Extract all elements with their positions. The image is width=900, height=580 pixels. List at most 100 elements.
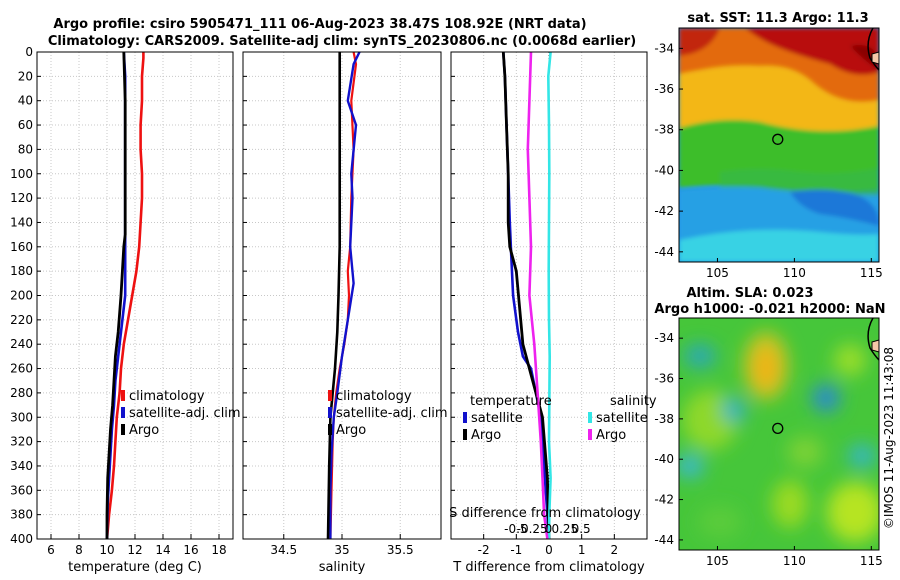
temperature-xtick-label: 6 [47, 543, 55, 557]
salinity-series-argo [326, 52, 342, 540]
temp-legend-swatch [121, 390, 125, 401]
temperature-xtick-label: 18 [211, 543, 226, 557]
diff-legend-label: Argo [471, 428, 501, 443]
depth-tick-label: 120 [10, 191, 33, 205]
depth-tick-label: 0 [25, 45, 33, 59]
diff-top-xlabel: S difference from climatology [449, 506, 641, 521]
depth-tick-label: 20 [18, 69, 33, 83]
depth-tick-label: 160 [10, 240, 33, 254]
sst-map-xtick-label: 110 [783, 266, 806, 280]
sla-map-xtick-label: 105 [706, 554, 729, 568]
sst-map-title: sat. SST: 11.3 Argo: 11.3 [687, 11, 868, 26]
sal-legend-swatch [328, 390, 332, 401]
temp-legend-label: satellite-adj. clim [129, 406, 241, 421]
difference-series-s-satellite [546, 51, 552, 540]
diff-top-xtick-label: -0.25 [517, 522, 548, 536]
sst-map-ytick-label: -44 [654, 245, 674, 259]
difference-xlabel: T difference from climatology [452, 560, 645, 575]
sla-map-xtick-label: 110 [783, 554, 806, 568]
depth-tick-label: 360 [10, 483, 33, 497]
sla-map-ytick-label: -40 [654, 452, 674, 466]
sst-map-axes: 105 110 115 -34 -36 -38 -40 -42 -44 [654, 41, 882, 280]
diff-top-xtick-label: -0.5 [504, 522, 527, 536]
diff-legend-label: satellite [596, 411, 648, 426]
diff-legend-title-salinity: salinity [610, 394, 657, 409]
diff-legend-swatch [463, 412, 467, 423]
temperature-xtick-label: 8 [75, 543, 83, 557]
diff-top-xtick-label: 0 [545, 522, 553, 536]
diff-legend-label: satellite [471, 411, 523, 426]
sst-map-image [679, 28, 879, 262]
sst-map-ytick-label: -34 [654, 41, 674, 55]
difference-xtick-label: -2 [478, 543, 490, 557]
diff-legend-swatch [588, 412, 592, 423]
depth-tick-label: 400 [10, 532, 33, 546]
depth-tick-label: 200 [10, 289, 33, 303]
sal-legend-swatch [328, 407, 332, 418]
depth-tick-label: 260 [10, 362, 33, 376]
title-line-1: Argo profile: csiro 5905471_111 06-Aug-2… [53, 17, 586, 32]
sla-map-title-2: Argo h1000: -0.021 h2000: NaN [654, 302, 885, 317]
diff-top-xtick-label: 0.5 [572, 522, 591, 536]
depth-tick-label: 320 [10, 435, 33, 449]
sal-legend-label: climatology [336, 389, 412, 404]
sst-map-ytick-label: -36 [654, 82, 674, 96]
temp-legend-swatch [121, 424, 125, 435]
sst-map-ytick-label: -42 [654, 204, 674, 218]
sst-map-xtick-label: 115 [860, 266, 883, 280]
depth-tick-label: 280 [10, 386, 33, 400]
salinity-xtick-label: 34.5 [270, 543, 297, 557]
salinity-xtick-label: 35.5 [387, 543, 414, 557]
salinity-xlabel: salinity [319, 560, 366, 575]
temperature-frame [36, 51, 234, 540]
depth-tick-label: 140 [10, 215, 33, 229]
sla-map-ytick-label: -38 [654, 412, 674, 426]
temperature-xtick-label: 16 [183, 543, 198, 557]
sst-map-ytick-label: -40 [654, 163, 674, 177]
depth-tick-label: 80 [18, 142, 33, 156]
diff-top-xtick-label: 0.25 [551, 522, 578, 536]
diff-legend-title-temperature: temperature [470, 394, 552, 409]
temperature-xtick-label: 14 [155, 543, 170, 557]
depth-tick-label: 240 [10, 337, 33, 351]
depth-tick-label: 380 [10, 508, 33, 522]
depth-tick-label: 220 [10, 313, 33, 327]
difference-series-t-argo [501, 51, 551, 540]
diff-legend-label: Argo [596, 428, 626, 443]
salinity-frame [242, 51, 442, 540]
diff-legend-swatch [463, 429, 467, 440]
sst-map-ytick-label: -38 [654, 123, 674, 137]
temp-legend-label: Argo [129, 423, 159, 438]
difference-xtick-label: 0 [545, 543, 553, 557]
temperature-xlabel: temperature (deg C) [68, 560, 202, 575]
salinity-series-satellite-adj-clim [329, 51, 361, 539]
depth-tick-label: 40 [18, 94, 33, 108]
difference-xtick-label: 1 [578, 543, 586, 557]
temperature-series-climatology [105, 52, 145, 540]
depth-tick-label: 300 [10, 410, 33, 424]
temperature-xtick-label: 12 [127, 543, 142, 557]
difference-xtick-label: -1 [510, 543, 522, 557]
sst-map-xtick-label: 105 [706, 266, 729, 280]
difference-panel: -2 -1 0 1 2 T difference from climatology S di… [449, 51, 657, 575]
difference-xtick-label: 2 [611, 543, 619, 557]
difference-frame [450, 51, 648, 540]
title-line-2: Climatology: CARS2009. Satellite-adj cli… [48, 34, 636, 49]
depth-tick-label: 340 [10, 459, 33, 473]
sla-map-frame [678, 317, 880, 551]
depth-tick-label: 60 [18, 118, 33, 132]
sla-map-axes: 105 110 115 -34 -36 -38 -40 -42 -44 [654, 331, 882, 568]
temp-legend-swatch [121, 407, 125, 418]
salinity-xtick-label: 35 [334, 543, 349, 557]
sal-legend-label: satellite-adj. clim [336, 406, 448, 421]
sla-map-argo-marker [772, 422, 784, 435]
sla-map-ytick-label: -44 [654, 533, 674, 547]
sla-map-ytick-label: -36 [654, 372, 674, 386]
sst-map-frame [678, 27, 880, 263]
temperature-xtick-label: 10 [99, 543, 114, 557]
salinity-panel: 34.5 35 35.5 salinity climatology satellite-a… [242, 51, 448, 575]
sla-map-ytick-label: -34 [654, 331, 674, 345]
imos-watermark: ©IMOS 11-Aug-2023 11:43:08 [882, 347, 896, 529]
temp-legend-label: climatology [129, 389, 205, 404]
depth-tick-label: 180 [10, 264, 33, 278]
